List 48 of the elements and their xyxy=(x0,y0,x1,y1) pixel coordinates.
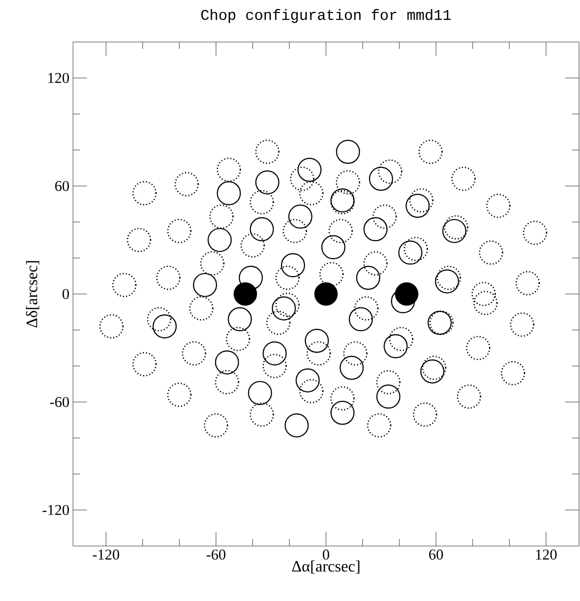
point xyxy=(434,269,460,294)
point xyxy=(384,334,408,358)
point xyxy=(330,400,355,425)
point xyxy=(262,341,287,366)
point xyxy=(398,240,422,265)
y-tick-label: 120 xyxy=(48,72,69,84)
point xyxy=(363,217,388,242)
point xyxy=(296,368,320,392)
point xyxy=(442,218,466,244)
point xyxy=(228,307,252,332)
point xyxy=(280,253,306,278)
point xyxy=(297,158,322,182)
point xyxy=(214,350,240,374)
point xyxy=(321,235,346,260)
point xyxy=(238,266,263,290)
point xyxy=(348,307,373,332)
point xyxy=(192,272,218,298)
point xyxy=(288,204,312,229)
point xyxy=(216,181,241,206)
point xyxy=(376,384,400,409)
x-tick-label: 0 xyxy=(322,550,330,560)
y-tick-label: -60 xyxy=(50,396,69,408)
point xyxy=(255,170,280,194)
y-tick-label: 0 xyxy=(62,288,69,300)
x-tick-label: -120 xyxy=(92,550,120,560)
point xyxy=(420,359,444,384)
point xyxy=(250,217,274,242)
x-tick-label: 60 xyxy=(429,550,443,560)
x-axis-title: Δα[arcsec] xyxy=(292,560,360,574)
point xyxy=(284,413,309,438)
point xyxy=(304,328,329,353)
point xyxy=(330,188,355,212)
point xyxy=(336,140,360,164)
point xyxy=(152,314,177,338)
point xyxy=(272,296,296,320)
point xyxy=(428,310,452,335)
x-tick-label: -60 xyxy=(206,550,226,560)
point xyxy=(248,380,272,406)
point xyxy=(368,166,394,191)
point xyxy=(208,228,232,252)
y-tick-label: -120 xyxy=(42,504,69,516)
y-tick-label: 60 xyxy=(55,180,69,192)
y-axis-title: Δδ[arcsec] xyxy=(26,261,40,328)
chart-title: Chop configuration for mmd11 xyxy=(201,9,451,23)
x-tick-label: 120 xyxy=(536,550,557,560)
point xyxy=(406,194,430,218)
point xyxy=(340,356,364,380)
point xyxy=(356,266,380,290)
